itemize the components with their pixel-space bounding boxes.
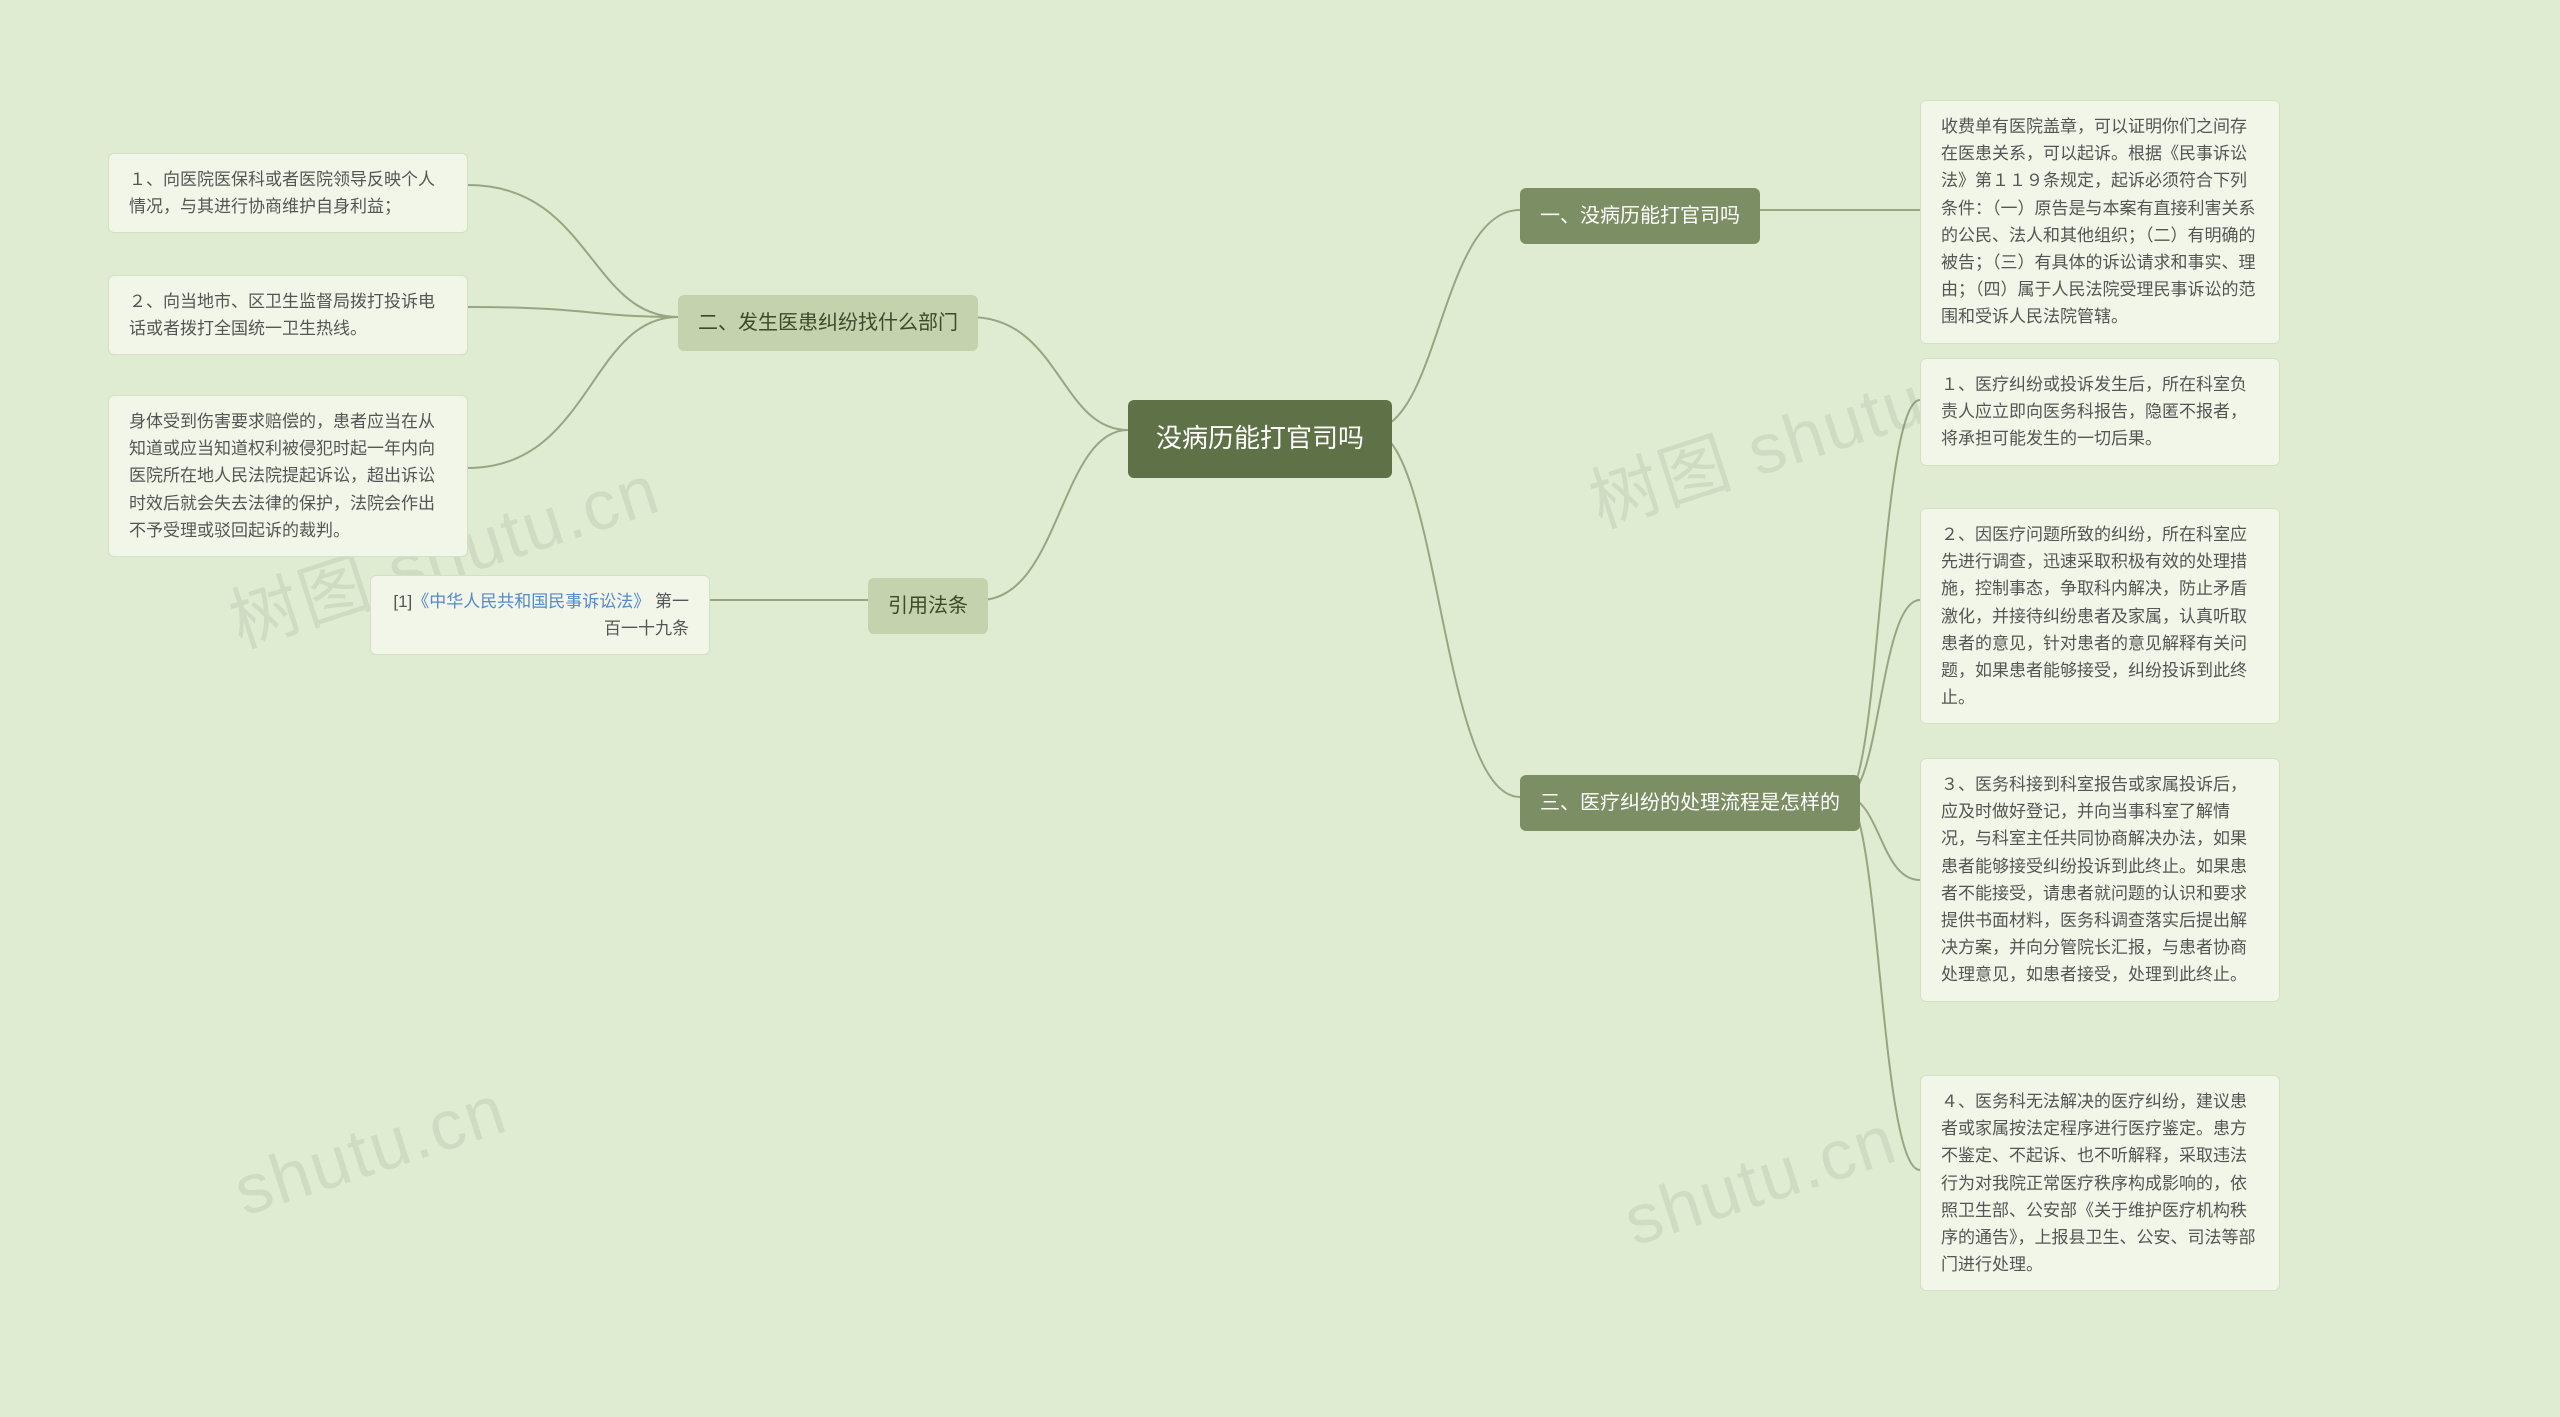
leaf-left-1-2[interactable]: ２、向当地市、区卫生监督局拨打投诉电话或者拨打全国统一卫生热线。	[108, 275, 468, 355]
citation-prefix: [1]	[393, 592, 412, 611]
branch-right-1[interactable]: 一、没病历能打官司吗	[1520, 188, 1760, 244]
watermark: shutu.cn	[1615, 1099, 1907, 1262]
leaf-right-2-1[interactable]: １、医疗纠纷或投诉发生后，所在科室负责人应立即向医务科报告，隐匿不报者，将承担可…	[1920, 358, 2280, 466]
root-node[interactable]: 没病历能打官司吗	[1128, 400, 1392, 478]
branch-right-2[interactable]: 三、医疗纠纷的处理流程是怎样的	[1520, 775, 1860, 831]
leaf-right-2-2[interactable]: ２、因医疗问题所致的纠纷，所在科室应先进行调查，迅速采取积极有效的处理措施，控制…	[1920, 508, 2280, 724]
leaf-left-1-1[interactable]: １、向医院医保科或者医院领导反映个人情况，与其进行协商维护自身利益；	[108, 153, 468, 233]
citation-link[interactable]: 《中华人民共和国民事诉讼法》	[412, 592, 650, 611]
watermark: shutu.cn	[225, 1069, 517, 1232]
leaf-left-1-3[interactable]: 身体受到伤害要求赔偿的，患者应当在从知道或应当知道权利被侵犯时起一年内向医院所在…	[108, 395, 468, 557]
leaf-left-2-1[interactable]: [1]《中华人民共和国民事诉讼法》 第一百一十九条	[370, 575, 710, 655]
leaf-right-2-3[interactable]: ３、医务科接到科室报告或家属投诉后，应及时做好登记，并向当事科室了解情况，与科室…	[1920, 758, 2280, 1002]
branch-left-1[interactable]: 二、发生医患纠纷找什么部门	[678, 295, 978, 351]
leaf-right-1-1[interactable]: 收费单有医院盖章，可以证明你们之间存在医患关系，可以起诉。根据《民事诉讼法》第１…	[1920, 100, 2280, 344]
branch-left-2[interactable]: 引用法条	[868, 578, 988, 634]
leaf-right-2-4[interactable]: ４、医务科无法解决的医疗纠纷，建议患者或家属按法定程序进行医疗鉴定。患方不鉴定、…	[1920, 1075, 2280, 1291]
